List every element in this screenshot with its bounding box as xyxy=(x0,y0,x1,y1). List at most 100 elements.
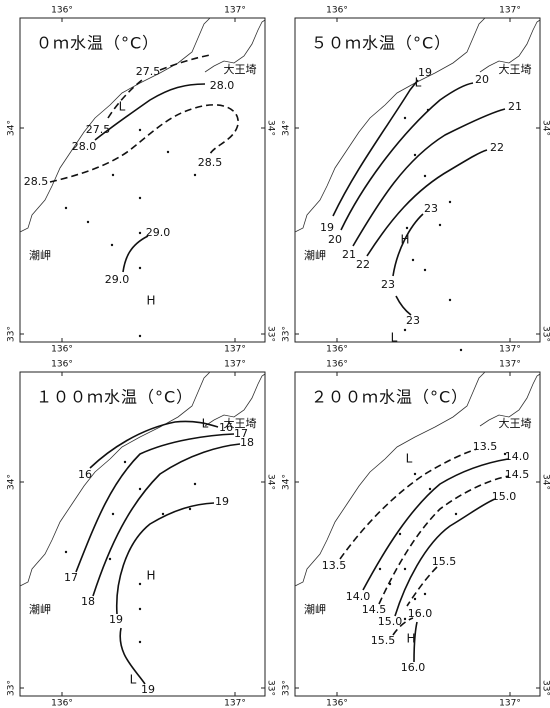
pressure-marker: L xyxy=(119,100,126,114)
map-panel: ０ｍ水温（°C） 136° 136° 137° 137° 34° 34° 33° 33° 大王埼潮… xyxy=(7,6,276,355)
station xyxy=(454,512,458,516)
isotherm xyxy=(362,458,509,591)
place-name: 大王埼 xyxy=(224,62,257,76)
station xyxy=(138,196,142,200)
contour-label: 19 xyxy=(109,613,123,626)
isotherm xyxy=(339,448,478,560)
place-name: 潮岬 xyxy=(29,248,51,262)
isotherm xyxy=(392,617,414,636)
isotherm xyxy=(159,54,211,71)
pressure-marker: L xyxy=(415,76,422,90)
station xyxy=(138,266,142,270)
place-name: 潮岬 xyxy=(304,602,326,616)
place-name: 潮岬 xyxy=(29,602,51,616)
latitude-label: 34° xyxy=(541,474,550,490)
contour-label: 21 xyxy=(342,248,356,261)
contour-label: 27.5 xyxy=(86,123,111,136)
station xyxy=(423,592,427,596)
station xyxy=(448,298,452,302)
isotherm xyxy=(352,108,506,247)
contour-label: 23 xyxy=(424,202,438,215)
map-panel: １００ｍ水温（°C） 136° 136° 137° 137° 34° 34° 33° 33° 大王… xyxy=(7,360,276,708)
station xyxy=(193,173,197,177)
contour-label: 20 xyxy=(475,73,489,86)
station xyxy=(503,452,507,456)
station xyxy=(438,223,442,227)
contour-label: 21 xyxy=(508,100,522,113)
isotherm xyxy=(119,627,146,685)
panel-frame xyxy=(19,17,266,343)
contour-label: 28.0 xyxy=(210,79,235,92)
longitude-label: 137° xyxy=(499,699,521,708)
station xyxy=(423,174,427,178)
panel-title: ０ｍ水温（°C） xyxy=(36,34,159,53)
place-name: 潮岬 xyxy=(304,248,326,262)
station xyxy=(388,582,392,586)
longitude-label: 136° xyxy=(326,699,348,708)
station xyxy=(193,482,197,486)
pressure-marker: H xyxy=(146,569,155,583)
longitude-label: 137° xyxy=(499,360,521,370)
map-panel: ５０ｍ水温（°C） 136° 136° 137° 137° 34° 34° 33° 33° 大王埼… xyxy=(282,6,550,355)
longitude-label: 136° xyxy=(326,345,348,355)
station xyxy=(403,617,407,621)
coastline xyxy=(19,371,266,587)
station xyxy=(166,150,170,154)
pressure-marker: H xyxy=(146,294,155,308)
latitude-label: 34° xyxy=(282,474,292,490)
contour-label: 19 xyxy=(215,495,229,508)
contour-label: 28.0 xyxy=(72,140,97,153)
contour-label: 14.5 xyxy=(362,603,387,616)
station xyxy=(403,567,407,571)
station xyxy=(111,173,115,177)
contour-label: 23 xyxy=(381,278,395,291)
isotherm xyxy=(378,475,510,605)
contour-label: 23 xyxy=(406,314,420,327)
isotherm xyxy=(115,502,215,615)
contour-label: 29.0 xyxy=(146,226,171,239)
station xyxy=(110,243,114,247)
contour-label: 29.0 xyxy=(105,273,130,286)
longitude-label: 137° xyxy=(224,345,246,355)
panel-title: １００ｍ水温（°C） xyxy=(36,388,193,407)
pressure-marker: L xyxy=(391,331,398,345)
station xyxy=(138,231,142,235)
contour-label: 19 xyxy=(141,683,155,696)
place-name: 大王埼 xyxy=(224,416,257,430)
pressure-marker: L xyxy=(406,452,413,466)
pressure-marker: H xyxy=(400,233,409,247)
station xyxy=(64,550,68,554)
pressure-marker: L xyxy=(130,673,137,687)
longitude-label: 136° xyxy=(51,6,73,16)
longitude-label: 136° xyxy=(326,360,348,370)
isotherm xyxy=(89,420,219,469)
latitude-label: 34° xyxy=(282,120,292,136)
contour-label: 19 xyxy=(320,221,334,234)
longitude-label: 137° xyxy=(499,345,521,355)
isotherm xyxy=(340,82,474,231)
station xyxy=(138,128,142,132)
station xyxy=(111,512,115,516)
pressure-marker: H xyxy=(406,632,415,646)
station xyxy=(138,334,142,338)
station xyxy=(123,460,127,464)
latitude-label: 33° xyxy=(266,326,276,342)
contour-label: 16.0 xyxy=(401,661,426,674)
station xyxy=(161,512,165,516)
isotherm xyxy=(49,104,239,183)
isotherm xyxy=(107,79,143,119)
isotherm xyxy=(94,83,206,141)
isotherm xyxy=(75,433,235,573)
contour-label: 15.0 xyxy=(378,615,403,628)
station xyxy=(64,206,68,210)
coastline xyxy=(19,17,266,233)
panel-frame xyxy=(294,371,541,697)
contour-label: 13.5 xyxy=(322,559,347,572)
isotherm xyxy=(122,235,149,273)
contour-label: 27.5 xyxy=(136,65,161,78)
contour-label: 14.0 xyxy=(346,590,371,603)
contour-label: 18 xyxy=(81,595,95,608)
longitude-label: 136° xyxy=(51,360,73,370)
contour-label: 28.5 xyxy=(198,156,223,169)
